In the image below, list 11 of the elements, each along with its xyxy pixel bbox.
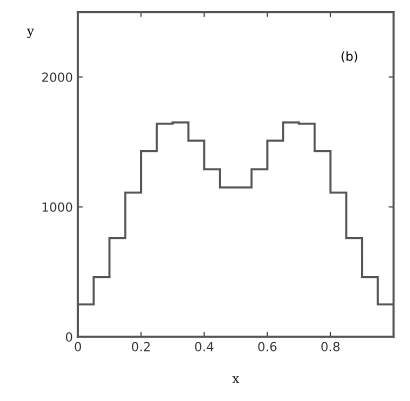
y-tick-label: 2000: [42, 72, 72, 82]
x-tick-label: 0.8: [321, 342, 340, 352]
x-tick-label: 0.2: [132, 342, 150, 352]
x-axis-title: x: [232, 376, 240, 383]
y-axis-title: y: [26, 28, 34, 38]
x-tick-label: 0.4: [195, 342, 214, 352]
y-tick-label: 0: [66, 332, 72, 342]
annotation: (b): [342, 51, 358, 62]
x-tick-label: 0.6: [258, 342, 276, 352]
y-tick-label: 1000: [42, 202, 72, 212]
x-tick-label: 0: [74, 342, 82, 352]
